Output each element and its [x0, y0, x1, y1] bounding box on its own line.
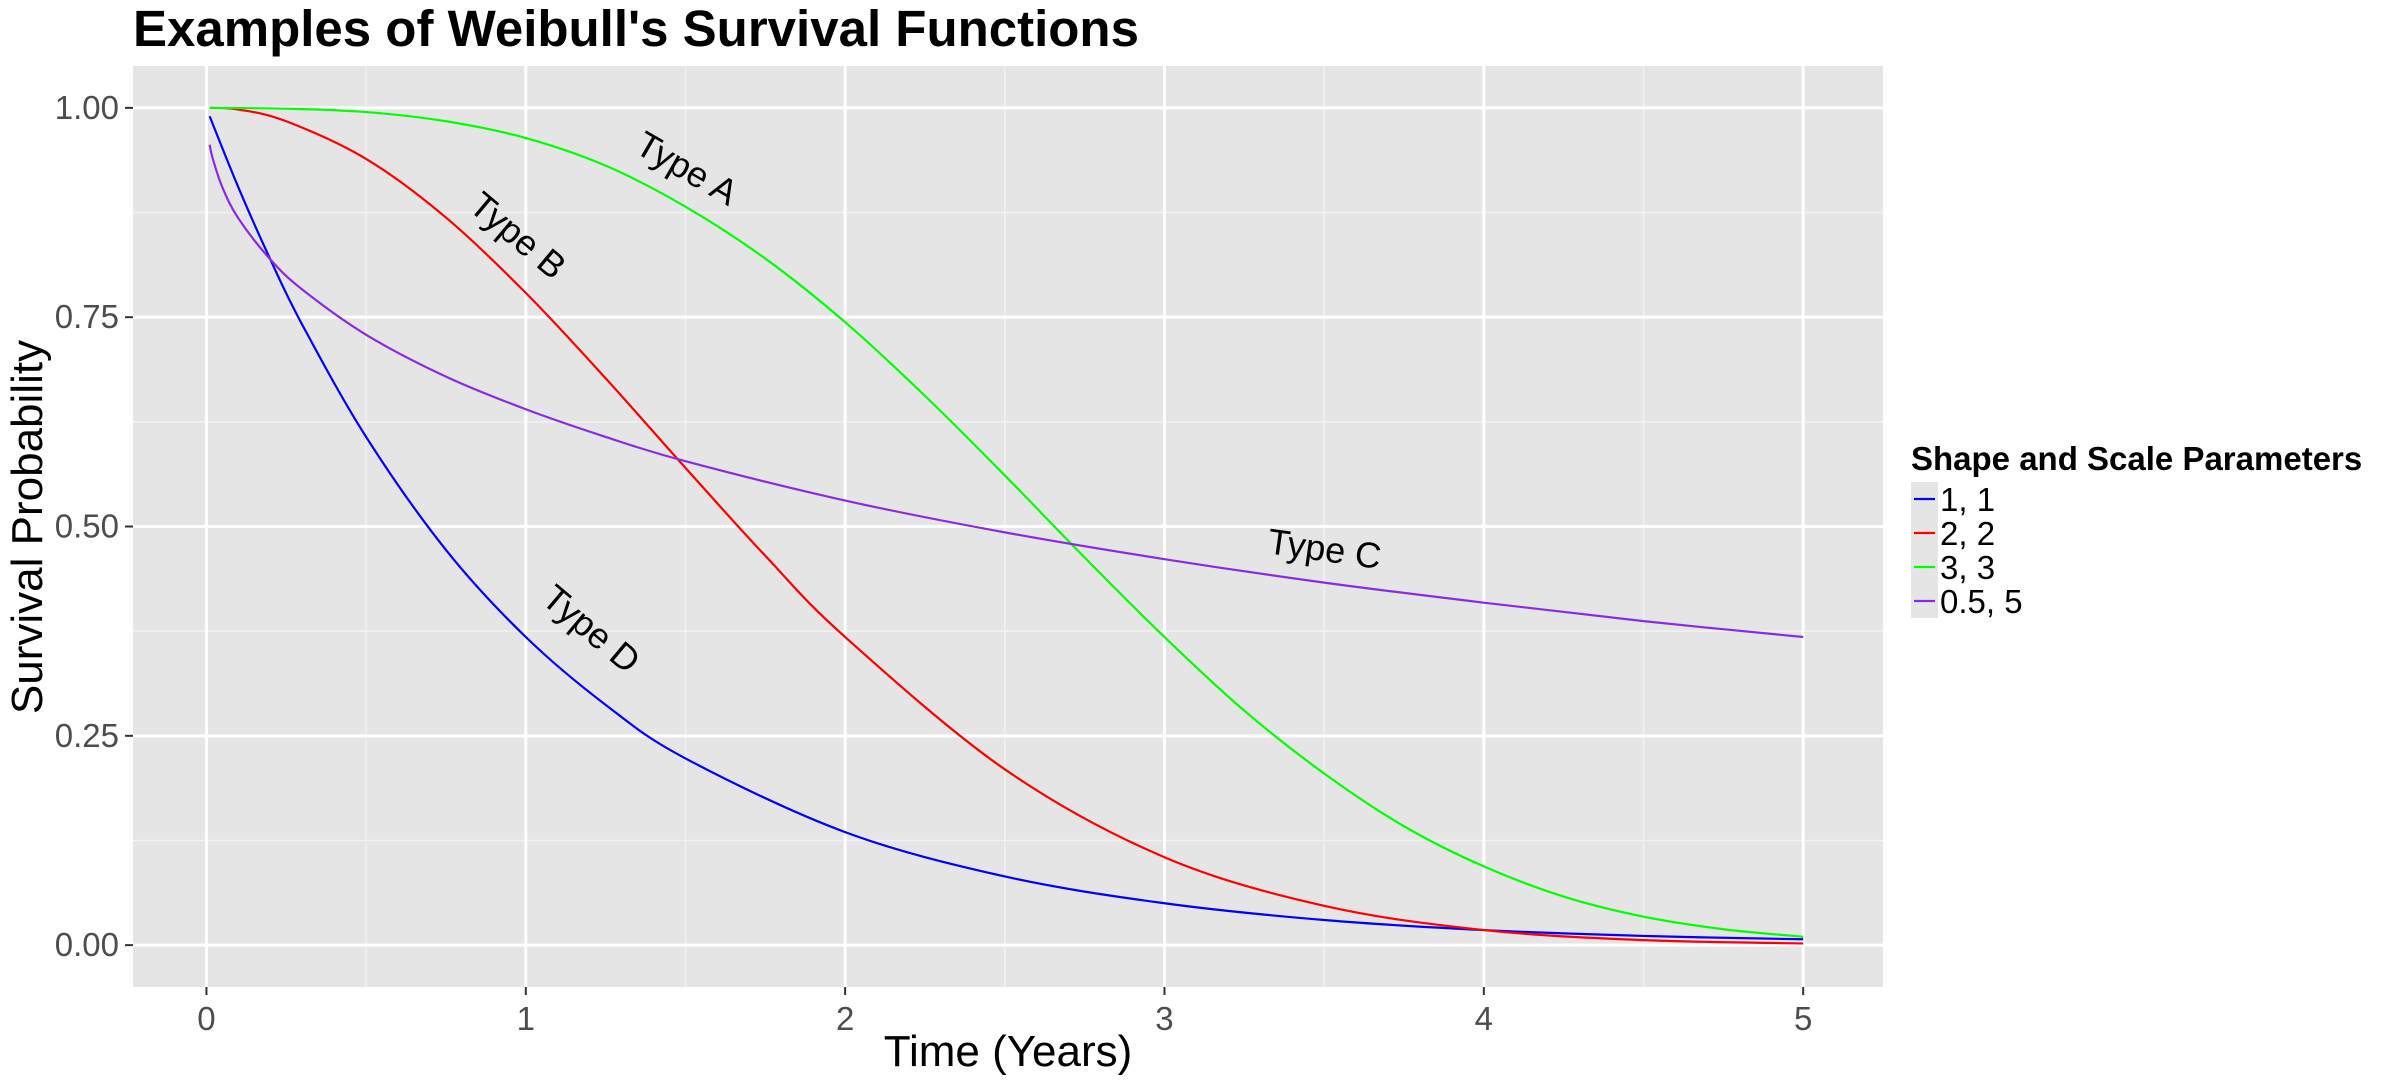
- x-tick-label: 4: [1475, 1000, 1493, 1037]
- legend-label: 2, 2: [1940, 515, 1995, 552]
- y-tick-label: 0.00: [55, 926, 119, 963]
- x-tick-label: 5: [1794, 1000, 1812, 1037]
- series-line-2: [209, 106, 1804, 945]
- x-tick-label: 2: [836, 1000, 854, 1037]
- y-tick-label: 1.00: [55, 89, 119, 126]
- y-tick-label: 0.50: [55, 508, 119, 545]
- x-tick-label: 0: [197, 1000, 215, 1037]
- x-tick-label: 3: [1155, 1000, 1173, 1037]
- legend-items: 1, 12, 23, 30.5, 5: [1911, 481, 2023, 620]
- y-axis-ticks: 0.00 0.25 0.50 0.75 1.00: [55, 89, 133, 963]
- legend-title: Shape and Scale Parameters: [1911, 440, 2362, 477]
- x-tick-label: 1: [517, 1000, 535, 1037]
- series-line-3: [209, 106, 1804, 938]
- series-line-1: [208, 115, 1804, 941]
- y-tick-label: 0.25: [55, 717, 119, 754]
- chart-title: Examples of Weibull's Survival Functions: [133, 0, 1139, 57]
- legend: Shape and Scale Parameters 1, 12, 23, 30…: [1911, 440, 2362, 620]
- legend-label: 3, 3: [1940, 549, 1995, 586]
- x-axis-title: Time (Years): [884, 1027, 1133, 1076]
- x-axis-ticks: 0 1 2 3 4 5: [197, 987, 1812, 1037]
- series-line-4: [208, 144, 1804, 639]
- legend-key-background: [1911, 482, 1938, 618]
- legend-label: 1, 1: [1940, 481, 1995, 518]
- legend-label: 0.5, 5: [1940, 583, 2023, 620]
- y-tick-label: 0.75: [55, 298, 119, 335]
- series-lines: [208, 106, 1804, 945]
- y-axis-title: Survival Probability: [3, 340, 52, 714]
- major-grid: [133, 66, 1883, 987]
